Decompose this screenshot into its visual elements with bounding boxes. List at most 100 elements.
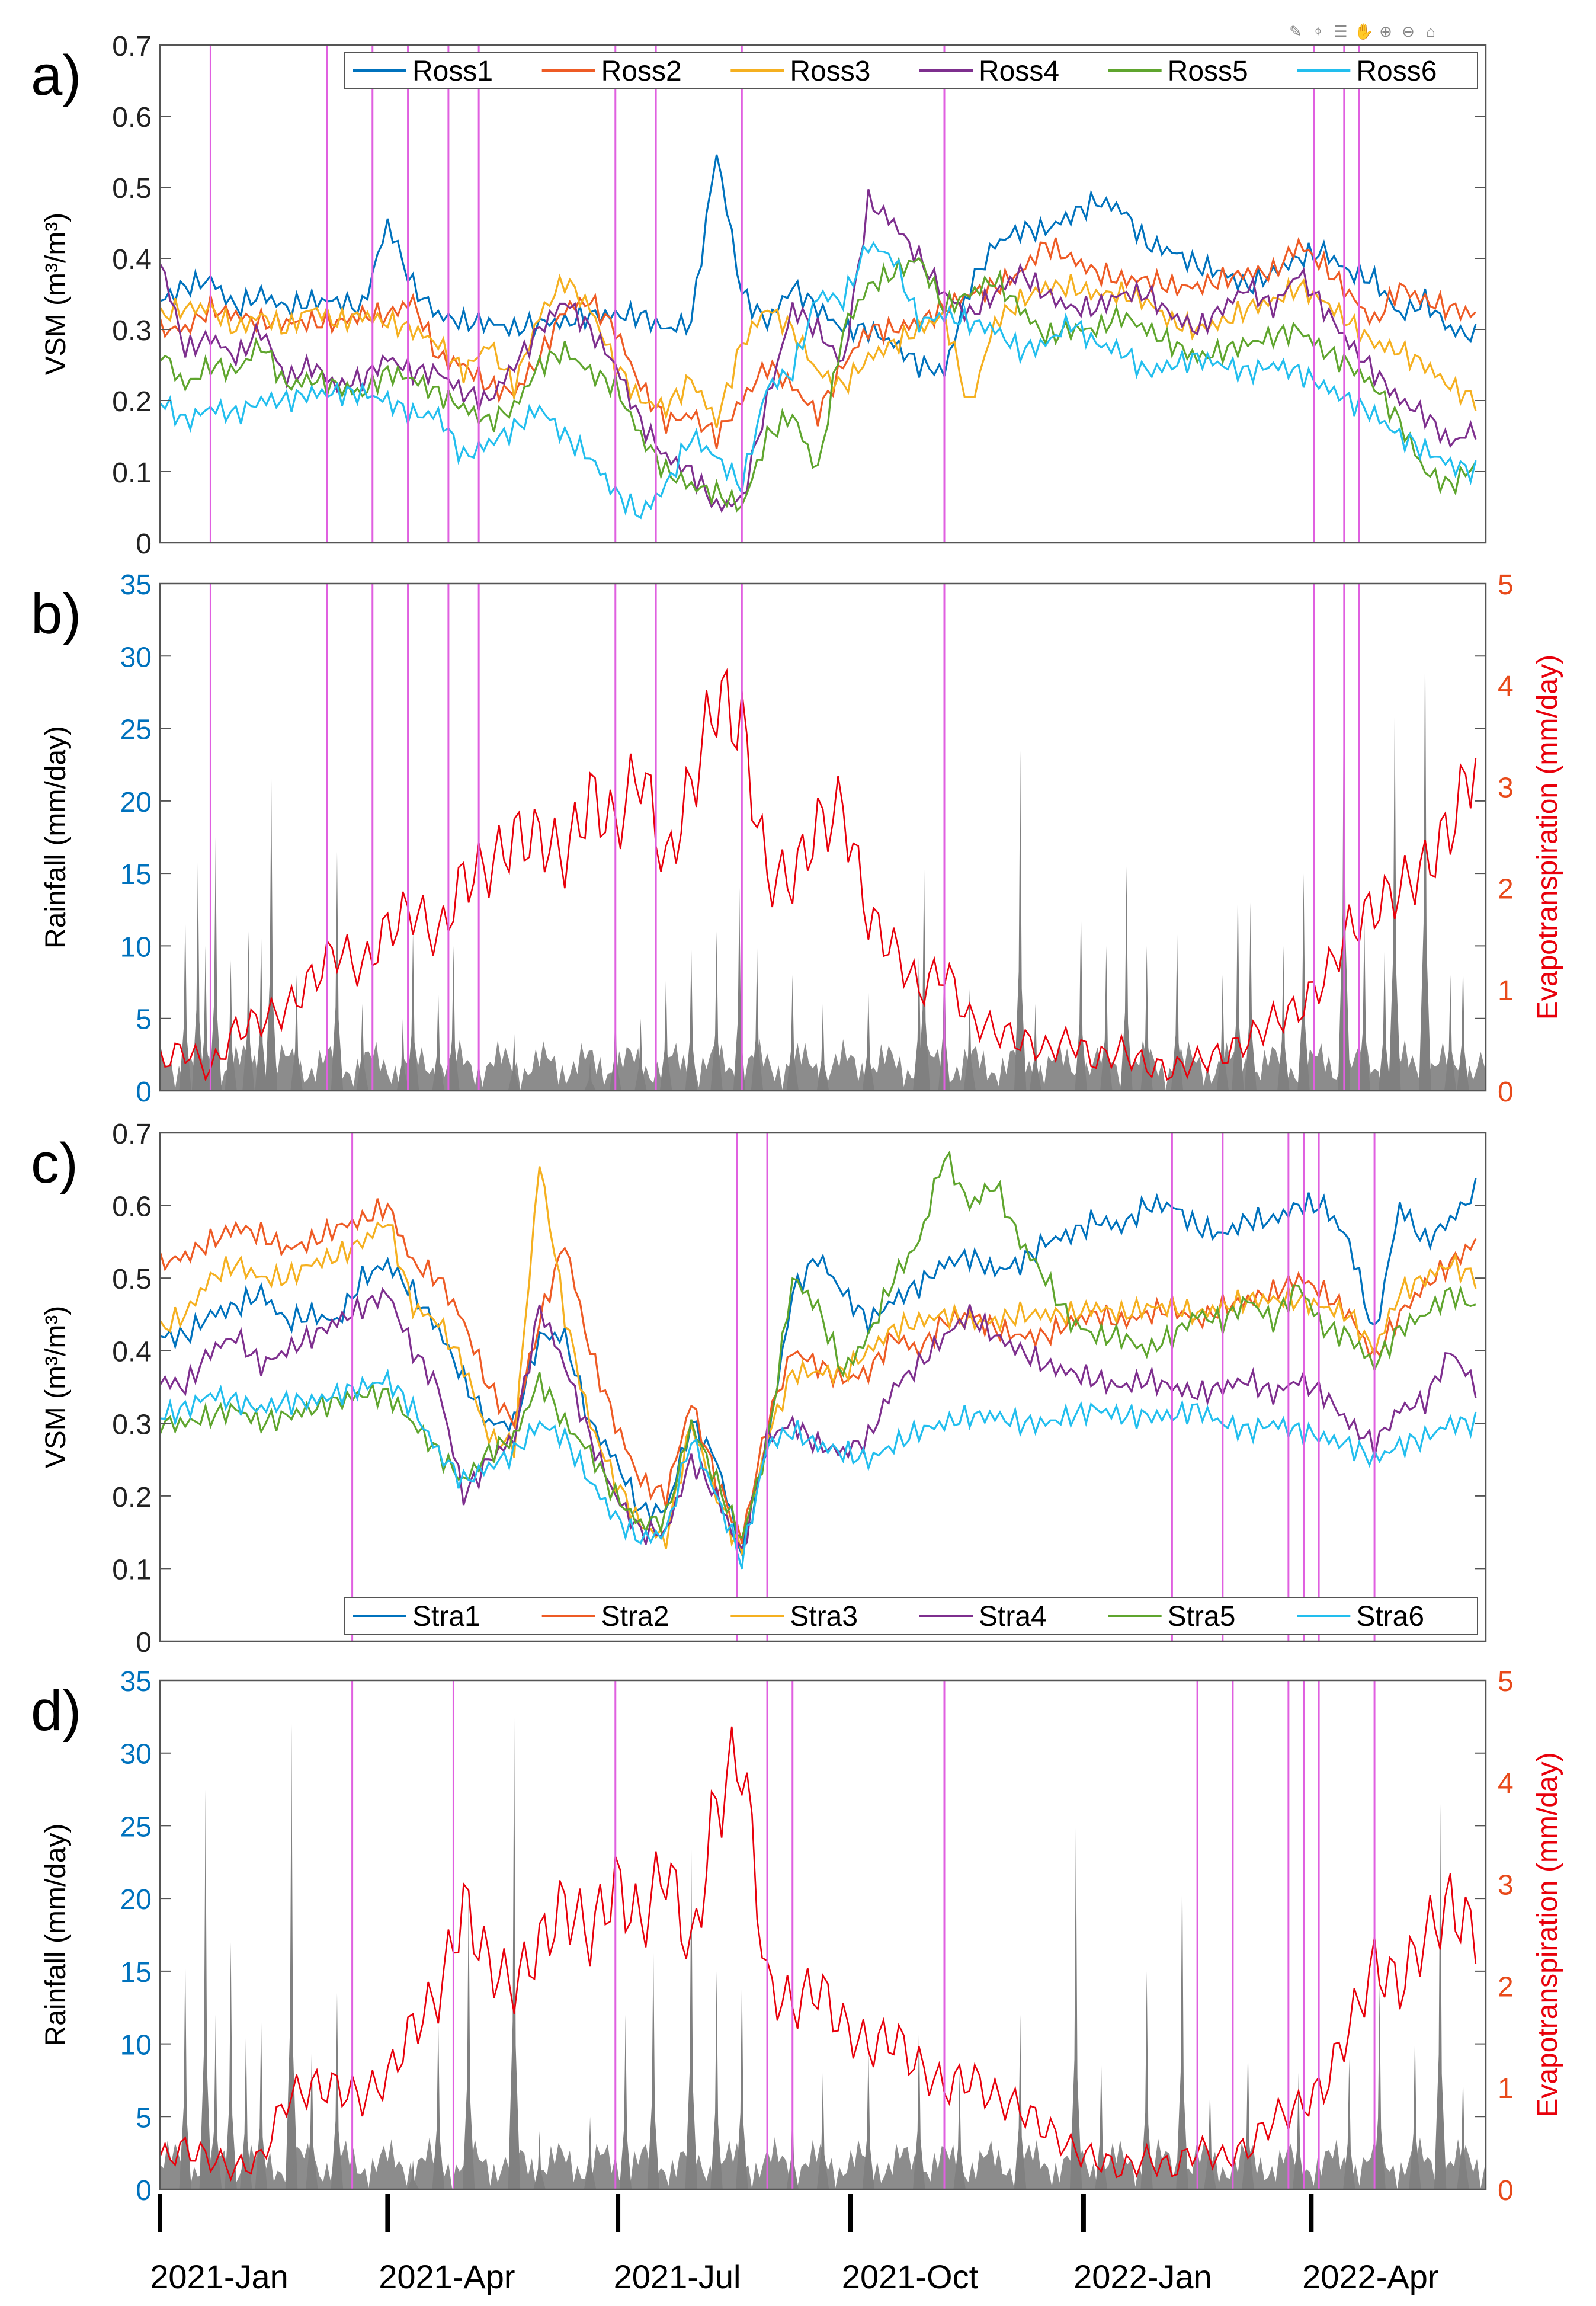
y-tick-label: 15 (120, 859, 152, 891)
rain-bar (432, 989, 445, 1091)
rain-bar (659, 975, 672, 1091)
y-tick-label: 0.5 (112, 1264, 152, 1295)
rain-bar (1232, 880, 1244, 1091)
y-right-axis-label: Evapotranspiration (mm/day) (1532, 1752, 1563, 2117)
legend-box (344, 1597, 1478, 1635)
legend-entry: Ross6 (1356, 56, 1437, 87)
series-line-ross2 (160, 237, 1477, 449)
rain-bar (733, 888, 746, 1091)
legend-entry: Ross4 (979, 56, 1059, 87)
panel-d: d) 0 5 10 15 20 25 30 35 Rainfall (mm/day) 0 1 2 3 4 5 E… (31, 1666, 1563, 2295)
rain-bar (199, 1789, 212, 2189)
plot-area-a (160, 45, 1477, 543)
y-tick-label: 20 (120, 1884, 152, 1916)
y-tick-label: 10 (120, 931, 152, 963)
rain-bar (396, 1018, 409, 1091)
rain-bar (963, 989, 976, 1091)
rain-bar (508, 1033, 521, 1091)
rain-bar (816, 2073, 829, 2189)
y-right-tick-label: 3 (1498, 1870, 1514, 1901)
y-tick-label: 0.6 (112, 102, 152, 133)
rain-bar (619, 2014, 632, 2189)
legend: Ross1 Ross2 Ross3 Ross4 Ross5 Ross6 (344, 52, 1478, 89)
panel-label: b) (31, 582, 81, 646)
rain-bar (179, 909, 191, 1091)
y-tick-label: 0.3 (112, 1409, 152, 1440)
series-line-stra6 (160, 1368, 1477, 1570)
series-line-ross5 (160, 257, 1477, 513)
rain-bar (331, 1993, 344, 2189)
y-tick-label: 35 (120, 569, 152, 601)
y-tick-label: 0.7 (112, 31, 152, 62)
figure-toolbar: ✎ ⌖ ☰ ✋ ⊕ ⊖ ⌂ (1287, 21, 1476, 41)
legend-entry: Stra5 (1168, 1601, 1236, 1632)
plot-area-d (160, 1680, 1486, 2189)
rain-bar (816, 1004, 829, 1091)
rain-bar (1014, 750, 1027, 1091)
rain-bar (1140, 946, 1153, 1091)
rain-bar (1216, 975, 1229, 1091)
series-line-ross6 (160, 241, 1477, 520)
legend-icon[interactable]: ☰ (1334, 22, 1348, 40)
zoom-out-icon[interactable]: ⊖ (1402, 22, 1415, 40)
rain-bar (913, 946, 925, 1091)
y-tick-label: 25 (120, 715, 152, 746)
rain-bar (242, 931, 255, 1091)
rain-bar (508, 1709, 521, 2189)
y-tick-label: 0.1 (112, 1554, 152, 1586)
y-tick-label: 0.1 (112, 457, 152, 489)
home-icon[interactable]: ⌂ (1426, 22, 1435, 40)
et-series-line (160, 1726, 1477, 2182)
rain-bar (239, 2029, 252, 2189)
y-tick-label: 15 (120, 1957, 152, 1988)
x-tick-label: 2022-Jan (1073, 2258, 1212, 2295)
y-tick-label: 0 (136, 1077, 152, 1108)
series-line-ross1 (160, 154, 1477, 380)
y-tick-label: 30 (120, 642, 152, 673)
rain-bar (918, 859, 931, 1091)
rain-bar (406, 931, 419, 1091)
rain-bar (255, 2014, 268, 2189)
y-tick-label: 0 (136, 1627, 152, 1658)
rain-bar (356, 1004, 368, 1091)
rain-bar (1292, 2073, 1305, 2189)
rain-bar (710, 931, 723, 1091)
y-tick-label: 0 (136, 529, 152, 560)
y-tick-label: 5 (136, 2102, 152, 2134)
rain-bar (1434, 1804, 1447, 2189)
rain-bar (290, 975, 303, 1091)
rain-bar (1378, 946, 1391, 1091)
rain-bar (1171, 931, 1184, 1091)
rain-bar (913, 2022, 925, 2189)
y-tick-label: 5 (136, 1004, 152, 1036)
rain-bar (533, 2131, 546, 2189)
legend-entry: Stra1 (412, 1601, 480, 1632)
rain-bar (1457, 2073, 1469, 2189)
brush-icon[interactable]: ✎ (1289, 22, 1302, 40)
y-tick-label: 0.6 (112, 1192, 152, 1223)
rain-bar (1277, 946, 1290, 1091)
y-tick-label: 30 (120, 1739, 152, 1770)
rain-bar (447, 946, 460, 1091)
series-line-stra3 (160, 1166, 1477, 1557)
rain-bar (209, 2014, 222, 2189)
legend-entry: Stra4 (979, 1601, 1047, 1632)
x-tick-label: 2022-Apr (1302, 2258, 1438, 2295)
axes-box (159, 1679, 1487, 2190)
y-axis-label: VSM (m³/m³) (40, 213, 72, 376)
pan-icon[interactable]: ✋ (1354, 22, 1374, 40)
y-tick-label: 10 (120, 2030, 152, 2061)
legend-entry: Stra6 (1356, 1601, 1424, 1632)
y-axis-label: VSM (m³/m³) (40, 1306, 72, 1469)
y-right-tick-label: 4 (1498, 1768, 1514, 1799)
panel-label: d) (31, 1679, 81, 1743)
panel-label: c) (31, 1132, 78, 1195)
rain-bar (255, 931, 268, 1091)
rain-bar (1176, 1855, 1188, 2189)
rain-baseline (160, 2137, 1486, 2189)
data-tip-icon[interactable]: ⌖ (1313, 22, 1323, 40)
rain-bar (1457, 960, 1469, 1091)
zoom-in-icon[interactable]: ⊕ (1379, 22, 1392, 40)
y-tick-label: 0.3 (112, 315, 152, 347)
plot-area-c (160, 1133, 1477, 1641)
